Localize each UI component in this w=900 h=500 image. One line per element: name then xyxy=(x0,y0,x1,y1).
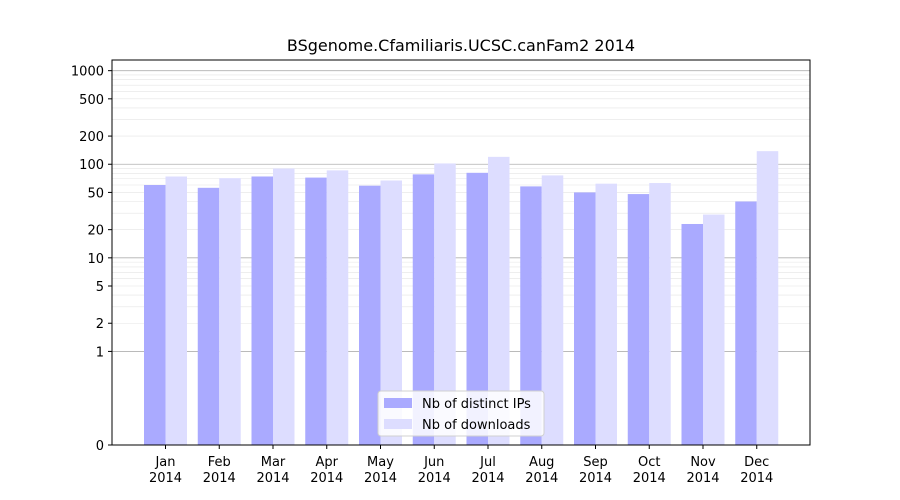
legend-label: Nb of distinct IPs xyxy=(422,397,531,412)
bar-downloads xyxy=(326,170,349,445)
y-tick-label: 10 xyxy=(87,252,104,267)
y-tick-label: 1000 xyxy=(71,65,104,80)
bar-downloads xyxy=(273,168,295,445)
y-tick-label: 5 xyxy=(96,280,104,295)
legend-swatch xyxy=(384,398,412,408)
bar-distinct-ips xyxy=(251,176,273,446)
x-tick-label: Jan 2014 xyxy=(149,455,182,486)
legend-swatch xyxy=(384,419,412,429)
y-tick-label: 0 xyxy=(96,439,104,454)
x-tick-label: Oct 2014 xyxy=(633,455,666,486)
bar-distinct-ips xyxy=(681,223,703,445)
bar-distinct-ips xyxy=(735,201,757,445)
bar-distinct-ips xyxy=(627,194,650,445)
x-tick-label: Aug 2014 xyxy=(525,455,558,486)
y-tick-label: 200 xyxy=(79,130,104,145)
bar-distinct-ips xyxy=(466,172,488,445)
plot-frame xyxy=(111,59,811,446)
bar-downloads xyxy=(380,180,402,446)
x-tick-label: Nov 2014 xyxy=(686,455,719,486)
bar-downloads xyxy=(756,151,779,446)
bar-downloads xyxy=(595,183,617,445)
bar-distinct-ips xyxy=(520,186,542,445)
bar-downloads xyxy=(165,176,187,446)
y-tick-label: 1 xyxy=(96,345,104,360)
legend-label: Nb of downloads xyxy=(422,418,531,433)
x-tick-label: Jun 2014 xyxy=(418,455,451,486)
bar-distinct-ips xyxy=(574,192,596,445)
x-axis: Jan 2014 Feb 2014 Mar 2014 Apr 2014 May 2014 Jun 20… xyxy=(149,445,773,486)
bars xyxy=(144,151,779,446)
x-tick-label: Feb 2014 xyxy=(203,455,236,486)
bar-downloads xyxy=(649,183,671,446)
chart-title: BSgenome.Cfamiliaris.UCSC.canFam2 2014 xyxy=(287,36,635,55)
bar-downloads xyxy=(219,178,241,445)
y-tick-label: 2 xyxy=(96,317,104,332)
y-axis: 0 1 2 5 10 20 50 100 200 500 1000 xyxy=(71,65,112,454)
x-tick-label: May 2014 xyxy=(364,455,397,486)
x-tick-label: Dec 2014 xyxy=(740,455,773,486)
y-tick-label: 100 xyxy=(79,158,104,173)
bar-distinct-ips xyxy=(144,185,166,445)
bar-downloads xyxy=(703,214,725,445)
bar-downloads xyxy=(434,163,456,445)
bar-distinct-ips xyxy=(412,174,435,445)
bar-distinct-ips xyxy=(359,185,381,446)
bar-downloads xyxy=(541,175,564,445)
x-tick-label: Sep 2014 xyxy=(579,455,612,486)
bar-distinct-ips xyxy=(305,177,327,446)
x-tick-label: Jul 2014 xyxy=(471,455,504,486)
bar-distinct-ips xyxy=(197,187,220,445)
y-tick-label: 50 xyxy=(87,186,104,201)
bar-downloads xyxy=(488,156,510,446)
legend-box xyxy=(377,390,545,437)
y-tick-label: 20 xyxy=(87,224,104,239)
x-tick-label: Mar 2014 xyxy=(256,455,289,486)
y-tick-label: 500 xyxy=(79,93,104,108)
legend: Nb of distinct IPs Nb of downloads xyxy=(377,390,545,437)
x-tick-label: Apr 2014 xyxy=(310,455,343,486)
